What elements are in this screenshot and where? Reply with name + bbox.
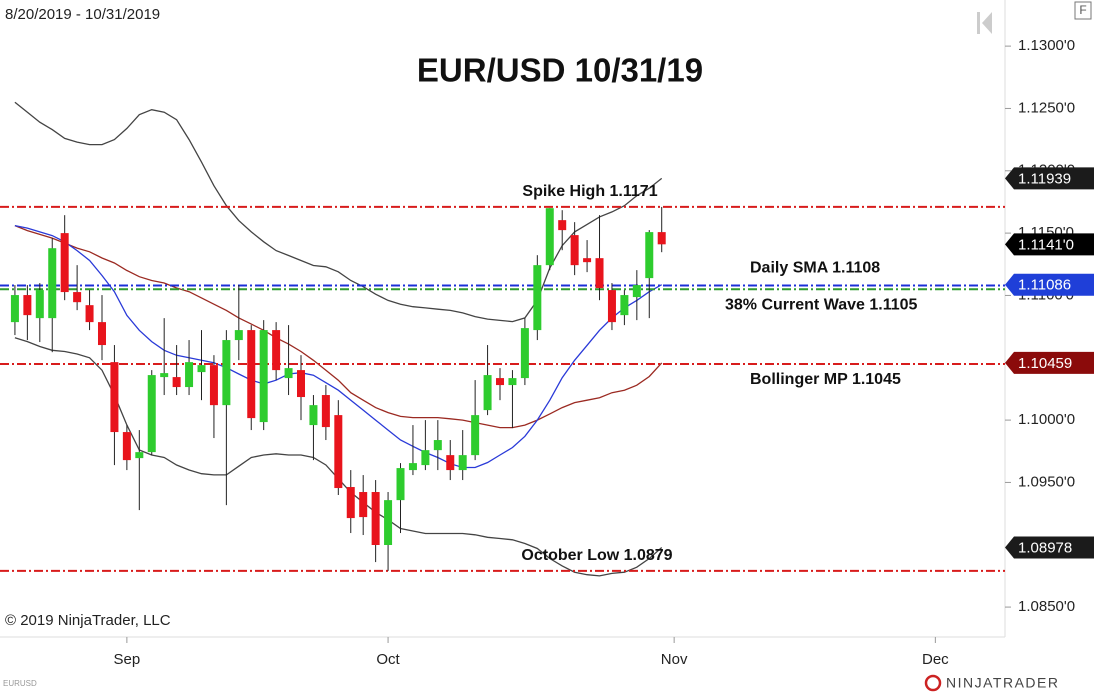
candle-body (110, 362, 119, 433)
candle-body (309, 405, 318, 426)
brand-logo: NINJATRADER (946, 675, 1059, 691)
candle-body (346, 487, 355, 519)
y-tick-label: 1.1250'0 (1018, 99, 1075, 116)
candle-body (520, 328, 529, 379)
candle-body (73, 292, 82, 303)
candle-body (384, 500, 393, 546)
candle-body (645, 232, 654, 279)
candle-body (234, 330, 243, 341)
candle-body (558, 220, 567, 231)
y-tick-label: 1.0850'0 (1018, 598, 1075, 615)
annotation: Bollinger MP 1.1045 (750, 371, 901, 388)
candle-body (321, 395, 330, 428)
price-tag-label: 1.08978 (1018, 539, 1072, 556)
annotation: October Low 1.0879 (521, 547, 672, 564)
candle-body (496, 378, 505, 386)
candle-body (259, 330, 268, 423)
price-tag (1005, 536, 1094, 559)
candle-body (23, 295, 32, 316)
candle-body (657, 232, 666, 245)
candle-body (421, 450, 430, 466)
candle-body (185, 362, 194, 388)
candle-body (209, 365, 218, 406)
annotation: Spike High 1.1171 (522, 183, 657, 200)
candle-body (222, 340, 231, 406)
x-tick-label: Nov (661, 651, 688, 668)
candle-body (172, 377, 181, 388)
candle-body (371, 492, 380, 546)
candle-body (359, 492, 368, 518)
price-tag-label: 1.1141'0 (1018, 236, 1074, 253)
price-tag-label: 1.10459 (1018, 355, 1072, 372)
candle-body (396, 468, 405, 501)
candle-body (458, 455, 467, 471)
candle-body (595, 258, 604, 289)
icon-arrow (982, 12, 992, 34)
annotation: 38% Current Wave 1.1105 (725, 296, 918, 313)
candle-body (508, 378, 517, 386)
candle-body (48, 248, 57, 319)
date-range: 8/20/2019 - 10/31/2019 (5, 6, 160, 23)
y-tick-label: 1.1300'0 (1018, 37, 1075, 54)
candle-body (272, 330, 281, 371)
candle-body (247, 330, 256, 419)
candle-body (197, 365, 206, 373)
candle-body (122, 432, 131, 461)
candle-body (433, 440, 442, 451)
logo-icon (924, 674, 942, 692)
price-tag (1005, 233, 1094, 256)
candle-body (85, 305, 94, 323)
candle-body (620, 295, 629, 316)
candle-body (10, 295, 19, 323)
candle-body (284, 368, 293, 379)
price-tag (1005, 351, 1094, 374)
corner-button[interactable]: F (1079, 3, 1086, 17)
indicator-line (14, 101, 663, 323)
corner-button-box[interactable] (1074, 1, 1092, 20)
candle-body (570, 235, 579, 266)
x-tick-label: Oct (376, 651, 400, 668)
candle-body (35, 290, 44, 319)
candle-body (545, 208, 554, 266)
candle-body (334, 415, 343, 489)
candle-body (446, 455, 455, 471)
price-tag-label: 1.11939 (1018, 170, 1071, 187)
candle-body (97, 322, 106, 346)
candle-body (607, 290, 616, 323)
candle-body (583, 258, 592, 263)
candle-body (408, 463, 417, 471)
candle-body (60, 233, 69, 293)
chart-title: EUR/USD 10/31/19 (417, 52, 703, 89)
scroll-end-icon[interactable] (977, 12, 992, 34)
annotation: Daily SMA 1.1108 (750, 260, 880, 277)
indicator-line (14, 224, 663, 469)
x-tick-label: Sep (114, 651, 141, 668)
y-tick-label: 1.0950'0 (1018, 473, 1075, 490)
price-tag (1005, 167, 1094, 190)
symbol-label: EURUSD (3, 679, 37, 688)
icon-bar (977, 12, 980, 34)
candle-body (160, 373, 169, 378)
price-tag-label: 1.11086 (1018, 277, 1071, 294)
price-tag (1005, 273, 1094, 296)
copyright: © 2019 NinjaTrader, LLC (5, 612, 171, 629)
candle-body (147, 375, 156, 453)
x-tick-label: Dec (922, 651, 949, 668)
indicator-line (14, 224, 663, 429)
candle-body (483, 375, 492, 411)
candle-body (471, 415, 480, 456)
y-tick-label: 1.1000'0 (1018, 411, 1075, 428)
candle-body (533, 265, 542, 331)
candle-body (297, 370, 306, 398)
candle-body (632, 285, 641, 298)
candle-body (135, 452, 144, 459)
